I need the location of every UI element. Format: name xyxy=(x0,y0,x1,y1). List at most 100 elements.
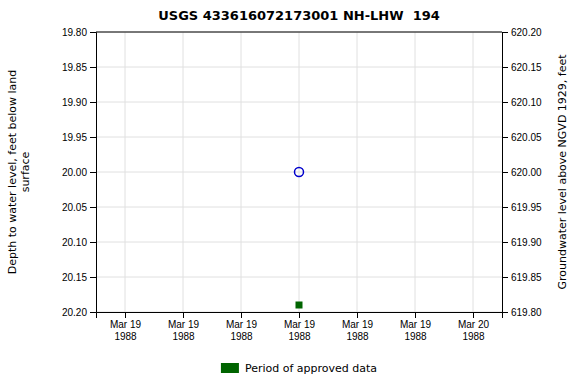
y2-tick-label: 619.90 xyxy=(511,237,542,248)
tick-label-line: Mar 19 xyxy=(400,319,432,330)
point xyxy=(295,168,304,177)
tick-label-line: 1988 xyxy=(288,331,311,342)
title: USGS 433616072173001 NH-LHW 194 xyxy=(158,8,440,23)
chart: Mar 191988Mar 191988Mar 191988Mar 191988… xyxy=(0,0,576,384)
x-tick: Mar 191988 xyxy=(226,312,258,342)
y2-tick: 620.00 xyxy=(502,167,542,178)
y2-tick: 620.15 xyxy=(502,62,542,73)
legend-label: Period of approved data xyxy=(245,362,377,375)
y-tick-label: 20.15 xyxy=(62,272,87,283)
y2-tick: 619.85 xyxy=(502,272,542,283)
tick-mark xyxy=(502,67,508,68)
tick-mark xyxy=(473,312,474,318)
tick-label-line: 1988 xyxy=(230,331,253,342)
grid-line xyxy=(357,32,358,312)
y-tick-label: 20.10 xyxy=(62,237,87,248)
y-tick-label: 20.20 xyxy=(62,307,87,318)
axis-line xyxy=(503,33,509,313)
grid-line xyxy=(241,32,242,312)
tick-label-line: Mar 19 xyxy=(226,319,258,330)
y-tick: 20.20 xyxy=(62,307,96,318)
y-tick-label: 19.90 xyxy=(62,97,87,108)
tick-mark xyxy=(502,242,508,243)
tick-mark xyxy=(502,102,508,103)
tick-mark xyxy=(502,312,508,313)
tick-mark xyxy=(90,277,96,278)
tick-mark xyxy=(183,312,184,318)
y2-tick: 620.05 xyxy=(502,132,542,143)
grid-line xyxy=(415,32,416,312)
tick-mark xyxy=(502,172,508,173)
tick-mark xyxy=(90,102,96,103)
x-tick-label: Mar 191988 xyxy=(400,319,432,342)
x-tick-label: Mar 201988 xyxy=(458,319,490,342)
x-tick-label: Mar 191988 xyxy=(110,319,142,342)
y2-tick-label: 620.20 xyxy=(511,27,542,38)
y2-tick-label: 620.00 xyxy=(511,167,542,178)
x-tick-label: Mar 191988 xyxy=(168,319,200,342)
legend-item: Period of approved data xyxy=(221,362,377,375)
y-tick: 20.15 xyxy=(62,272,96,283)
tick-mark xyxy=(502,207,508,208)
tick-label-line: Mar 20 xyxy=(458,319,490,330)
y-tick-label: 20.00 xyxy=(62,167,87,178)
y2-tick: 619.95 xyxy=(502,202,542,213)
tick-mark xyxy=(90,172,96,173)
y2-tick-label: 619.80 xyxy=(511,307,542,318)
tick-label-line: 1988 xyxy=(404,331,427,342)
tick-label-line: Mar 19 xyxy=(284,319,316,330)
tick-mark xyxy=(241,312,242,318)
y2-tick: 620.10 xyxy=(502,97,542,108)
tick-label-line: 1988 xyxy=(346,331,369,342)
marks xyxy=(295,168,304,309)
y-tick: 19.95 xyxy=(62,132,96,143)
y-axis: 19.8019.8519.9019.9520.0020.0520.1020.15… xyxy=(62,27,97,318)
y-tick: 19.90 xyxy=(62,97,96,108)
label-line: Depth to water level, feet below land xyxy=(6,70,19,275)
tick-mark xyxy=(415,312,416,318)
tick-mark xyxy=(357,312,358,318)
tick-label-line: 1988 xyxy=(114,331,137,342)
y-axis-label: Depth to water level, feet below landsur… xyxy=(6,70,32,275)
plot: Mar 191988Mar 191988Mar 191988Mar 191988… xyxy=(6,27,569,342)
y-tick: 20.05 xyxy=(62,202,96,213)
y2-tick-label: 619.95 xyxy=(511,202,542,213)
frame xyxy=(96,32,502,33)
y-tick-label: 20.05 xyxy=(62,202,87,213)
tick-label-line: 1988 xyxy=(172,331,195,342)
x-tick: Mar 191988 xyxy=(284,312,316,342)
tick-mark xyxy=(90,242,96,243)
legend-swatch xyxy=(221,363,239,373)
series xyxy=(296,302,303,309)
tick-mark xyxy=(502,32,508,33)
x-tick: Mar 191988 xyxy=(400,312,432,342)
tick-mark xyxy=(90,207,96,208)
grid-line xyxy=(125,32,126,312)
tick-label-line: Mar 19 xyxy=(342,319,374,330)
y-tick: 20.00 xyxy=(62,167,96,178)
grid-line xyxy=(96,32,502,33)
x-tick-label: Mar 191988 xyxy=(342,319,374,342)
tick-label-line: 1988 xyxy=(462,331,485,342)
axis-line xyxy=(97,313,503,319)
x-tick-label: Mar 191988 xyxy=(226,319,258,342)
x-tick: Mar 201988 xyxy=(458,312,490,342)
grid-line xyxy=(473,32,474,312)
legend: Period of approved data xyxy=(221,362,377,375)
axis-line xyxy=(90,33,97,313)
y-tick-label: 19.95 xyxy=(62,132,87,143)
tick-mark xyxy=(125,312,126,318)
y2-axis: 620.20 620.15 620.10 620.05 620.00 619.95 619.… xyxy=(502,27,542,318)
grid xyxy=(96,32,502,312)
y2-axis-label: Groundwater level above NGVD 1929, feet xyxy=(556,54,569,290)
y-tick-label: 19.85 xyxy=(62,62,87,73)
x-tick: Mar 191988 xyxy=(342,312,374,342)
tick-mark xyxy=(90,67,96,68)
tick-mark xyxy=(90,137,96,138)
x-axis: Mar 191988Mar 191988Mar 191988Mar 191988… xyxy=(97,312,503,342)
tick-mark xyxy=(90,32,96,33)
label-line: surface xyxy=(19,151,32,192)
tick-label-line: Mar 19 xyxy=(110,319,142,330)
grid-line xyxy=(183,32,184,312)
tick-mark xyxy=(90,312,96,313)
